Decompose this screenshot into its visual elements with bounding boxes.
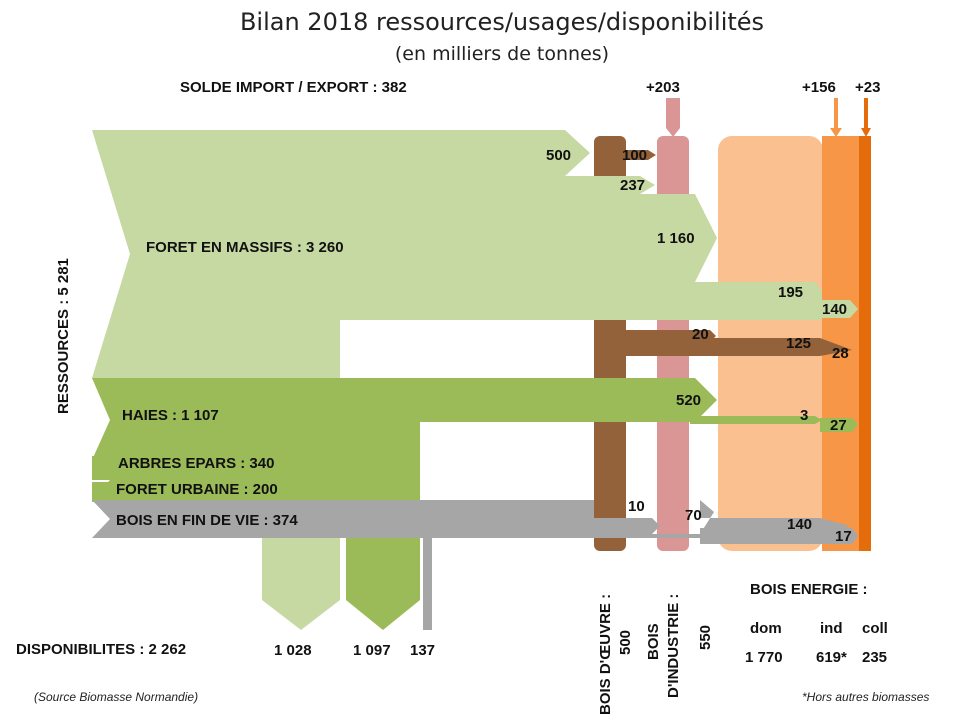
foret-urbaine-label: FORET URBAINE : 200 [116, 481, 278, 498]
energie-coll-column [859, 136, 871, 551]
flow-value: 20 [692, 326, 709, 343]
solde-label: SOLDE IMPORT / EXPORT : 382 [180, 79, 407, 96]
import-arrow-industrie [666, 98, 680, 137]
diagram-subtitle: (en milliers de tonnes) [395, 43, 609, 65]
industrie-label-3: 550 [697, 625, 714, 650]
arbres-epars-band [92, 456, 347, 480]
dispo-value: 1 097 [353, 642, 391, 659]
import-energie-ind-label: +156 [802, 79, 836, 96]
flow-value: 140 [822, 301, 847, 318]
flow-haies-energie-ind [690, 416, 822, 424]
flow-fin-vie-coll [700, 528, 858, 544]
flow-value: 27 [830, 417, 847, 434]
energie-ind-value: 619* [816, 649, 847, 666]
flow-haies-energie-ind-2 [820, 418, 858, 432]
dispo-value: 137 [410, 642, 435, 659]
industrie-label-1: BOIS [645, 623, 662, 660]
import-arrow-energie-ind [830, 98, 842, 137]
flow-value: 140 [787, 516, 812, 533]
dispo-arrow-fin-vie [423, 536, 432, 630]
flow-value: 195 [778, 284, 803, 301]
energie-coll-value: 235 [862, 649, 887, 666]
autres-biomasses-note: *Hors autres biomasses [802, 690, 929, 704]
ressources-label: RESSOURCES : 5 281 [55, 258, 72, 414]
oeuvre-label-1: BOIS D'ŒUVRE : [597, 594, 614, 715]
import-energie-coll-label: +23 [855, 79, 880, 96]
energie-ind-label: ind [820, 620, 843, 637]
energie-coll-label: coll [862, 620, 888, 637]
flow-oeuvre-energie-ind [626, 338, 852, 356]
flow-value: 17 [835, 528, 852, 545]
flow-value: 125 [786, 335, 811, 352]
foret-massifs-label: FORET EN MASSIFS : 3 260 [146, 239, 344, 256]
flow-value: 28 [832, 345, 849, 362]
foret-massifs-band [92, 130, 822, 378]
source-note: (Source Biomasse Normandie) [34, 690, 198, 704]
energie-title: BOIS ENERGIE : [750, 581, 868, 598]
import-arrow-energie-coll [861, 98, 871, 137]
haies-label: HAIES : 1 107 [122, 407, 219, 424]
fin-vie-band [92, 500, 850, 538]
foret-urbaine-band [92, 482, 347, 502]
energie-dom-label: dom [750, 620, 782, 637]
flow-value: 10 [628, 498, 645, 515]
industrie-label-2: D'INDUSTRIE : [665, 594, 682, 698]
flow-value: 500 [546, 147, 571, 164]
import-industrie-label: +203 [646, 79, 680, 96]
diagram-title: Bilan 2018 ressources/usages/disponibili… [240, 8, 764, 36]
flow-value: 1 160 [657, 230, 695, 247]
flow-oeuvre-industrie [626, 150, 656, 160]
flow-value: 520 [676, 392, 701, 409]
flow-value: 100 [622, 147, 647, 164]
flow-value: 3 [800, 407, 808, 424]
oeuvre-label-2: 500 [617, 630, 634, 655]
arbres-epars-label: ARBRES EPARS : 340 [118, 455, 274, 472]
energie-dom-value: 1 770 [745, 649, 783, 666]
flow-value: 70 [685, 507, 702, 524]
dispo-value: 1 028 [274, 642, 312, 659]
flow-foret-energie-ind [690, 300, 858, 318]
disponibilites-label: DISPONIBILITES : 2 262 [16, 641, 186, 658]
flow-value: 237 [620, 177, 645, 194]
fin-vie-label: BOIS EN FIN DE VIE : 374 [116, 512, 298, 529]
